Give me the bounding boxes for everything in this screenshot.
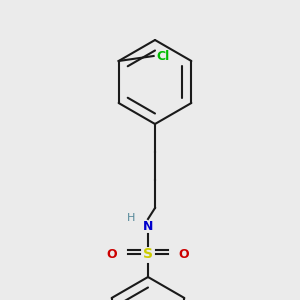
Text: O: O (179, 248, 189, 260)
Text: Cl: Cl (157, 50, 170, 62)
Text: O: O (107, 248, 117, 260)
Text: H: H (127, 213, 135, 223)
Text: S: S (143, 247, 153, 261)
Text: N: N (143, 220, 153, 232)
